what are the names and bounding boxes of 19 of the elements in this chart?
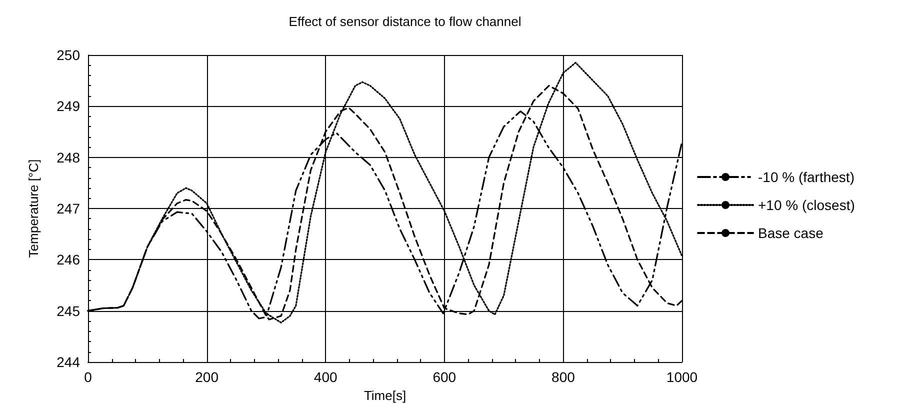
chart-title: Effect of sensor distance to flow channel [288, 14, 522, 29]
y-tick-label: 246 [56, 252, 80, 268]
y-tick-label: 248 [56, 149, 80, 166]
y-tick-label: 245 [56, 302, 80, 319]
y-tick-label: 249 [56, 98, 80, 114]
legend-label: Base case [758, 225, 824, 241]
x-tick-label: 0 [84, 369, 92, 385]
x-tick-label: 1000 [666, 369, 698, 385]
x-tick-label: 800 [552, 369, 576, 385]
x-axis-title: Time[s] [364, 388, 406, 403]
y-axis-title: Temperature [°C] [26, 159, 41, 258]
y-tick-label: 250 [56, 47, 80, 63]
x-tick-label: 400 [314, 369, 338, 385]
legend-label: -10 % (farthest) [758, 169, 854, 185]
legend-label: +10 % (closest) [758, 197, 855, 213]
x-tick-label: 200 [195, 369, 219, 385]
y-tick-label: 244 [56, 354, 80, 370]
y-tick-label: 247 [56, 200, 80, 216]
x-tick-label: 600 [432, 369, 456, 385]
